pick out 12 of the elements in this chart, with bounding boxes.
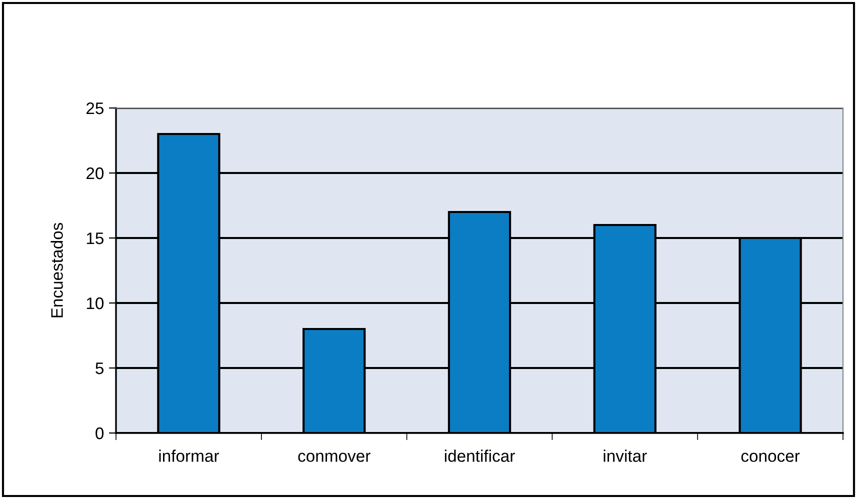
y-tick-label: 0 [96, 427, 104, 440]
y-tick-label: 10 [86, 297, 104, 310]
x-tick-label: conmover [298, 452, 370, 462]
y-tick-label: 5 [96, 362, 104, 374]
y-axis-title: Encuestados [50, 222, 63, 318]
x-tick-label: identificar [444, 450, 515, 462]
x-tick-label: invitar [604, 450, 647, 462]
y-tick-label: 15 [86, 232, 104, 244]
y-tick-label: 25 [86, 102, 104, 114]
x-tick-label: informar [159, 450, 219, 462]
x-tick-label: conocer [741, 452, 800, 462]
y-tick-label: 20 [86, 167, 104, 180]
